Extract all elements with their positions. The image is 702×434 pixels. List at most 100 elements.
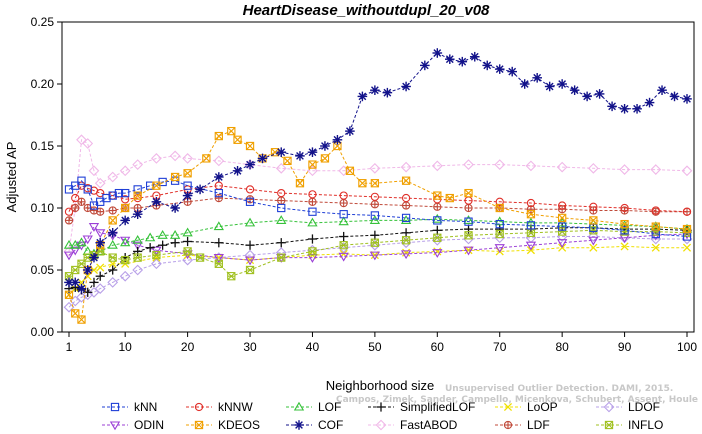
data-point-kdeos	[589, 216, 598, 225]
data-point-odin	[463, 246, 474, 256]
x-tick-label: 50	[368, 340, 382, 354]
data-point-kdeos	[295, 179, 305, 188]
data-point-knn	[133, 185, 142, 194]
data-point-cof	[95, 237, 106, 248]
data-point-cof	[432, 48, 443, 58]
data-point-knn	[102, 193, 111, 203]
legend-marker-ldf	[503, 420, 513, 430]
data-point-loop	[96, 263, 105, 272]
data-point-cof	[182, 190, 193, 201]
legend-label-lof: LOF	[318, 400, 341, 414]
data-point-odin	[338, 252, 349, 262]
data-point-cof	[420, 60, 430, 71]
data-point-kdeos	[183, 169, 192, 178]
data-point-knnw	[589, 202, 598, 211]
data-point-fastabod	[587, 162, 599, 174]
data-point-inflo	[401, 236, 411, 245]
data-point-fastabod	[650, 164, 662, 175]
legend-label-ldf: LDF	[527, 418, 550, 432]
legend-label-knnw: kNNW	[218, 400, 253, 414]
y-tick-label: 0.05	[31, 263, 55, 277]
legend-item-cof: COF	[286, 418, 343, 432]
x-tick-label: 80	[555, 340, 569, 354]
data-point-inflo	[133, 253, 142, 262]
data-point-knnw	[64, 207, 74, 216]
data-point-cof	[457, 56, 468, 67]
data-point-ldof	[63, 301, 75, 313]
x-tick-label: 60	[431, 340, 445, 354]
data-point-odin	[63, 251, 75, 261]
data-point-odin	[151, 246, 162, 256]
data-point-simplifiedlof	[145, 243, 155, 253]
data-point-knn	[277, 203, 286, 213]
data-point-ldf	[77, 197, 86, 206]
legend-item-ldf: LDF	[495, 418, 550, 432]
data-point-lof	[338, 216, 349, 226]
data-point-cof	[657, 85, 667, 95]
data-point-inflo	[370, 238, 380, 247]
data-point-odin	[82, 235, 93, 245]
data-point-ldof	[587, 231, 599, 242]
data-point-fastabod	[119, 165, 131, 177]
data-point-simplifiedlof	[495, 224, 505, 234]
data-point-fastabod	[82, 138, 94, 149]
data-point-kdeos	[245, 141, 255, 151]
data-point-knn	[245, 197, 255, 206]
legend-label-kdeos: KDEOS	[218, 418, 260, 432]
data-point-cof	[320, 141, 330, 151]
series-line-ldof	[68, 236, 687, 308]
data-point-kdeos	[433, 191, 442, 200]
data-point-simplifiedlof	[214, 238, 224, 248]
data-point-fastabod	[94, 177, 106, 189]
data-point-cof	[332, 135, 343, 145]
data-point-lof	[107, 239, 118, 249]
x-tick-label: 20	[181, 340, 195, 354]
data-point-cof	[82, 265, 93, 275]
data-point-kdeos	[77, 315, 86, 324]
data-point-cof	[519, 79, 530, 89]
plot-area	[61, 21, 695, 333]
data-point-odin	[556, 239, 568, 249]
data-point-knnw	[620, 203, 629, 213]
data-point-lof	[213, 221, 224, 231]
legend-item-lof: LOF	[286, 400, 341, 414]
data-point-cof	[132, 209, 143, 219]
data-point-cof	[682, 94, 692, 104]
legend-label-fastabod: FastABOD	[400, 418, 458, 432]
legend-item-kdeos: KDEOS	[186, 418, 260, 432]
data-point-knn	[121, 188, 130, 198]
legend-label-knn: kNN	[134, 400, 157, 414]
plot-frame	[61, 21, 695, 333]
legend-item-knn: kNN	[102, 400, 157, 414]
data-point-knnw	[339, 191, 348, 200]
data-point-lof	[157, 229, 168, 239]
legend-item-simplifiedlof: SimplifiedLOF	[368, 400, 475, 414]
data-point-kdeos	[170, 172, 180, 182]
data-point-simplifiedlof	[89, 277, 99, 287]
data-point-cof	[507, 66, 518, 77]
data-point-knn	[83, 185, 92, 194]
series-knn	[64, 176, 692, 241]
data-point-cof	[401, 81, 411, 92]
data-point-kdeos	[620, 219, 629, 229]
data-point-knnw	[121, 195, 130, 204]
data-point-kdeos	[358, 179, 367, 188]
data-point-loop	[651, 243, 660, 252]
data-point-odin	[432, 249, 443, 258]
data-point-inflo	[558, 227, 567, 236]
data-point-simplifiedlof	[95, 271, 105, 281]
data-point-simplifiedlof	[339, 231, 349, 242]
data-point-kdeos	[227, 126, 236, 136]
data-point-knn	[214, 188, 223, 198]
axis-layer: 1 10 20 30 40 50 60 70 80 90 100 0.00 0.05 0.10 0.15 0.…	[31, 15, 698, 354]
watermark-line-2: Campos, Zimek, Sander, Campello, Micenko…	[336, 395, 698, 405]
data-point-odin	[400, 250, 412, 260]
data-point-cof	[569, 85, 580, 95]
data-point-inflo	[433, 233, 442, 242]
data-point-cof	[632, 104, 642, 114]
data-point-cof	[257, 153, 268, 164]
data-point-kdeos	[121, 203, 130, 213]
data-point-ldof	[151, 258, 162, 270]
data-point-cof	[494, 64, 505, 74]
